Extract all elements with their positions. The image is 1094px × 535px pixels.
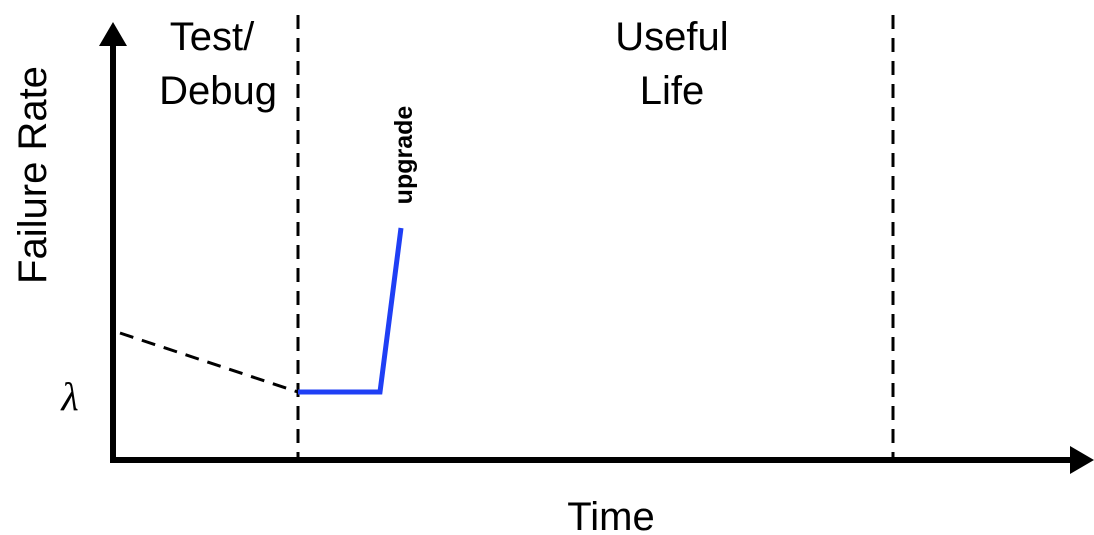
region-label: Useful	[615, 15, 728, 59]
y-axis-label: Failure Rate	[11, 66, 55, 284]
region-label: Test/	[170, 15, 255, 59]
annotation: upgrade	[390, 106, 418, 205]
region-label: Debug	[159, 69, 277, 113]
region-label: Life	[640, 69, 705, 113]
decreasing-rate	[119, 331, 299, 394]
upgrade-curve	[298, 227, 404, 395]
x-arrow	[1070, 446, 1094, 474]
lambda-label: λ	[60, 374, 78, 419]
x-axis-label: Time	[567, 495, 654, 535]
y-arrow	[99, 22, 127, 46]
